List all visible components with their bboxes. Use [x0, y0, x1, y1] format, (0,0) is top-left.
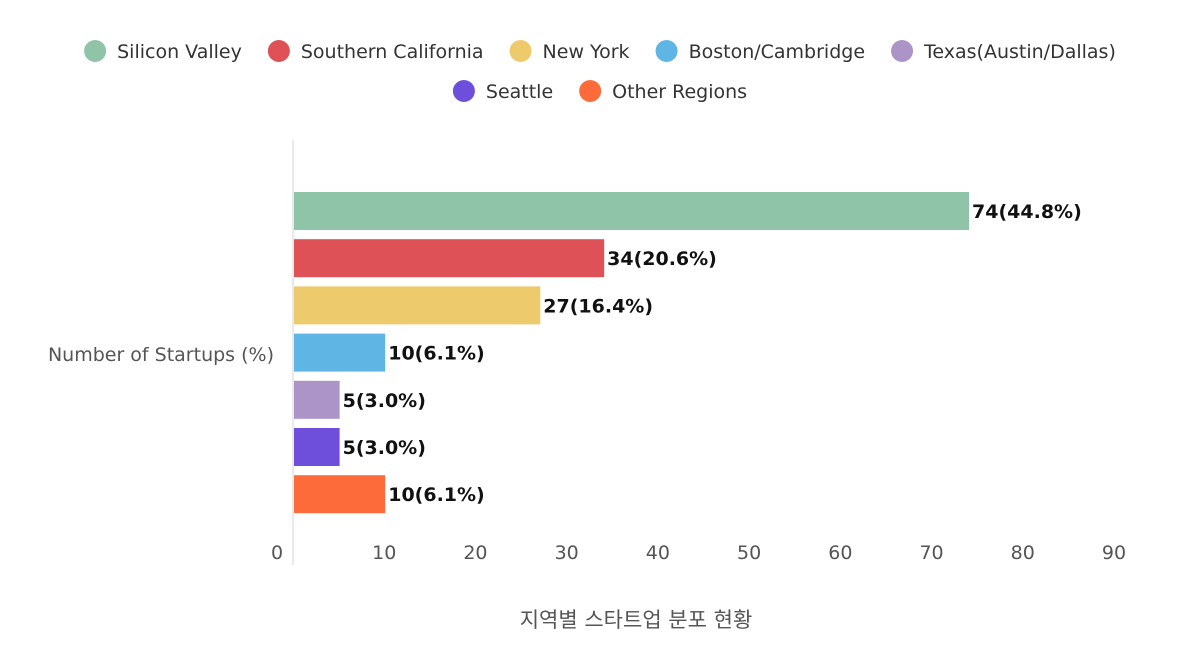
x-tick-label: 40	[646, 542, 670, 564]
bar-other-regions	[294, 475, 386, 514]
bars	[294, 192, 970, 514]
legend-label: Boston/Cambridge	[689, 41, 865, 63]
x-tick-label: 0	[271, 542, 283, 564]
legend-marker	[452, 80, 475, 102]
legend-marker	[655, 40, 678, 62]
legend-label: Other Regions	[612, 81, 747, 103]
category-axis-label: Number of Startups (%)	[48, 344, 274, 366]
legend-item-silicon-valley[interactable]: Silicon Valley	[84, 40, 242, 63]
legend-marker	[891, 40, 914, 62]
x-tick-label: 60	[828, 542, 852, 564]
bar-value-label-boston-cambridge: 10(6.1%)	[388, 343, 485, 365]
bar-new-york	[294, 286, 541, 325]
legend-item-other-regions[interactable]: Other Regions	[579, 80, 747, 103]
x-axis-ticks: 0 10 20 30 40 50 60 70 80 90	[271, 542, 1126, 564]
legend-label: New York	[543, 41, 630, 63]
legend-marker	[509, 40, 532, 62]
legend-marker	[579, 80, 602, 102]
bar-southern-california	[294, 239, 605, 278]
bar-value-label-texas-austin-dallas: 5(3.0%)	[343, 390, 426, 412]
bar-value-label-new-york: 27(16.4%)	[543, 295, 653, 317]
legend-marker	[84, 40, 107, 62]
x-tick-label: 10	[372, 542, 396, 564]
x-axis-title: 지역별 스타트업 분포 현황	[520, 608, 753, 632]
x-tick-label: 20	[463, 542, 487, 564]
bar-silicon-valley	[294, 192, 970, 230]
x-tick-label: 50	[737, 542, 761, 564]
legend-label: Southern California	[301, 41, 484, 63]
legend-item-texas-austin-dallas[interactable]: Texas(Austin/Dallas)	[891, 40, 1116, 63]
legend-item-seattle[interactable]: Seattle	[452, 80, 553, 103]
legend-item-boston-cambridge[interactable]: Boston/Cambridge	[655, 40, 865, 63]
bar-value-label-seattle: 5(3.0%)	[343, 437, 426, 459]
bar-labels: 74(44.8%) 34(20.6%) 27(16.4%) 10(6.1%) 5(3.0…	[343, 201, 1082, 506]
legend-marker	[267, 40, 290, 62]
legend-item-new-york[interactable]: New York	[509, 40, 630, 63]
bar-value-label-southern-california: 34(20.6%)	[607, 248, 717, 270]
bar-texas-austin-dallas	[294, 380, 340, 419]
bar-value-label-silicon-valley: 74(44.8%)	[972, 201, 1082, 223]
bar-seattle	[294, 428, 340, 466]
bar-value-label-other-regions: 10(6.1%)	[388, 484, 485, 506]
x-tick-label: 80	[1011, 542, 1035, 564]
x-tick-label: 90	[1102, 542, 1126, 564]
x-tick-label: 70	[919, 542, 943, 564]
legend-label: Seattle	[486, 81, 553, 103]
x-tick-label: 30	[555, 542, 579, 564]
legend-label: Texas(Austin/Dallas)	[923, 41, 1116, 63]
legend-label: Silicon Valley	[117, 41, 242, 63]
legend-item-southern-california[interactable]: Southern California	[267, 40, 484, 63]
bar-boston-cambridge	[294, 333, 386, 372]
legend: Silicon Valley Southern California New Yor…	[84, 40, 1116, 103]
